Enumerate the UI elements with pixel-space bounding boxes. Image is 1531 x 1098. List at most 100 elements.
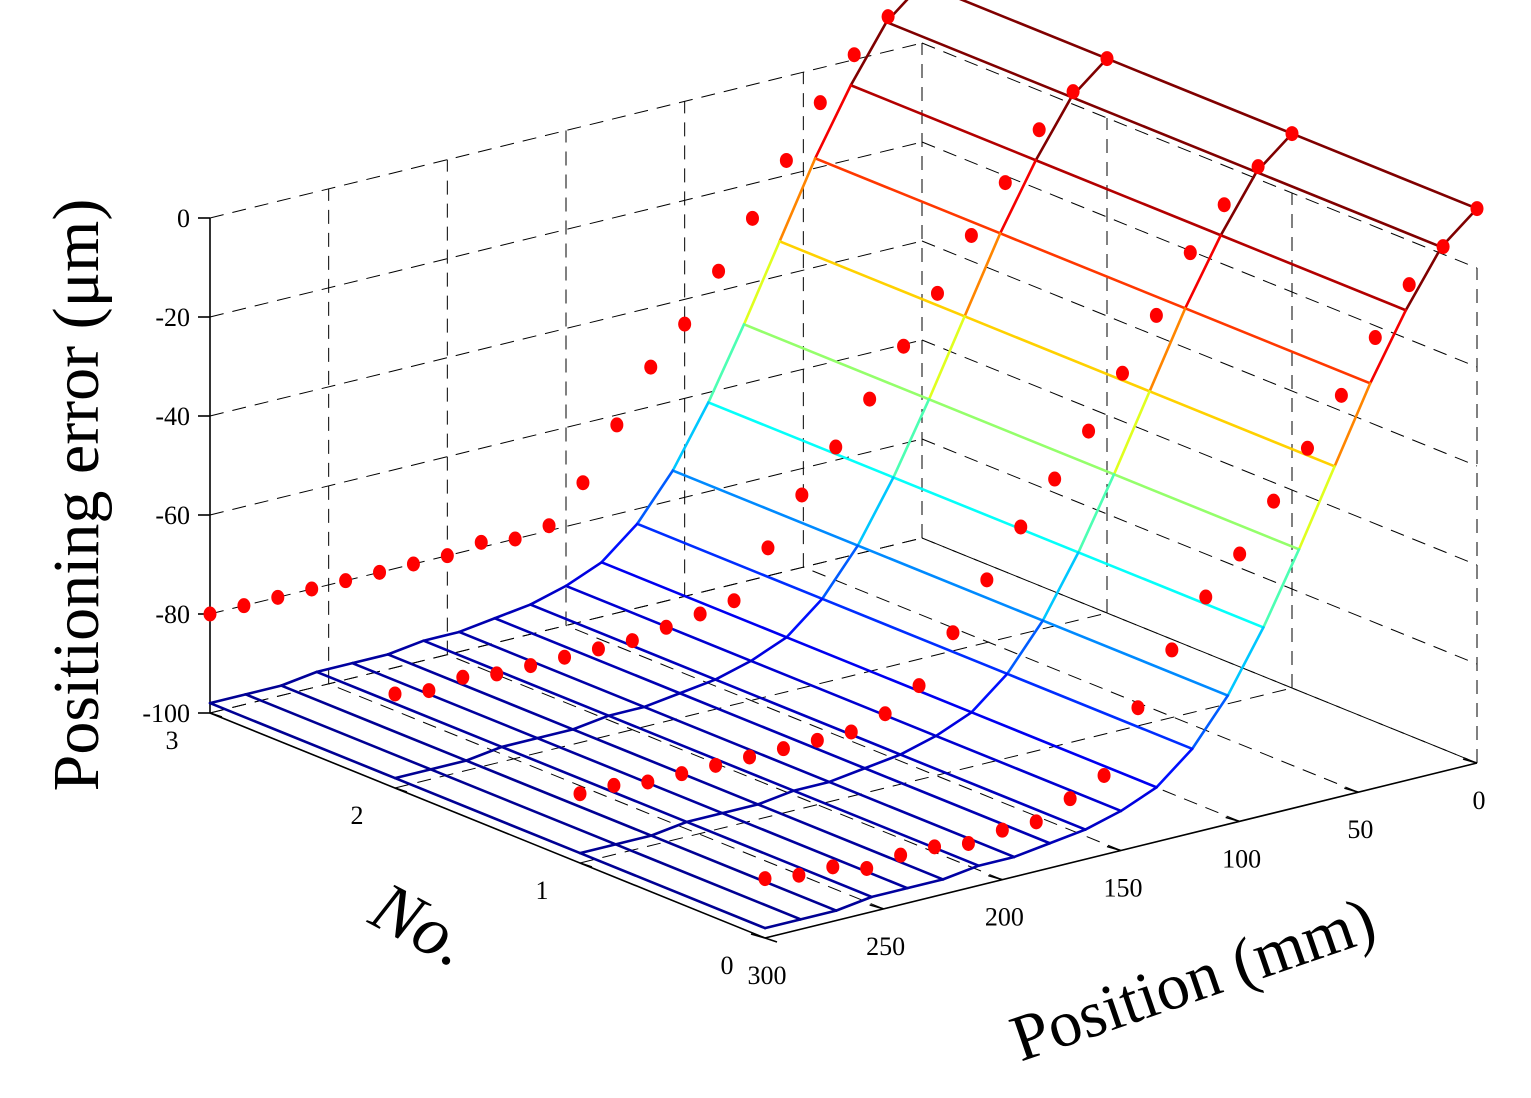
measured-point bbox=[422, 683, 436, 699]
surface-profile-segment bbox=[792, 780, 831, 793]
surface-profile-segment bbox=[614, 834, 653, 846]
surface-profile-segment bbox=[529, 584, 568, 606]
measured-point bbox=[524, 658, 538, 674]
x-tick-label: 200 bbox=[985, 903, 1024, 932]
surface-profile-segment bbox=[1368, 308, 1408, 385]
measured-point bbox=[607, 777, 621, 793]
surface-profile-segment bbox=[742, 240, 781, 326]
gridline-floor-x bbox=[328, 683, 884, 910]
measured-point bbox=[709, 757, 723, 773]
surface-profile-segment bbox=[799, 909, 838, 921]
surface-crossline bbox=[208, 701, 767, 930]
surface-profile-segment bbox=[927, 315, 966, 401]
surface-profile-segment bbox=[500, 736, 539, 749]
measured-point bbox=[860, 860, 874, 876]
measured-point bbox=[1402, 277, 1416, 293]
surface-profile-segment bbox=[870, 886, 909, 899]
surface-profile-segment bbox=[834, 895, 874, 912]
surface-profile-segment bbox=[671, 401, 710, 472]
surface-crossline bbox=[671, 469, 1230, 697]
measured-point bbox=[894, 847, 908, 863]
measured-point bbox=[678, 316, 692, 332]
gridline-floor-y bbox=[209, 537, 923, 714]
y-tick-mark bbox=[764, 937, 778, 943]
measured-point bbox=[844, 724, 858, 740]
surface-profile-segment bbox=[600, 522, 639, 564]
measured-point bbox=[1334, 387, 1348, 403]
surface-profile-segment bbox=[749, 635, 788, 663]
y-tick-label: 1 bbox=[536, 876, 549, 905]
measured-point bbox=[1165, 642, 1179, 658]
x-tick-label: 100 bbox=[1222, 844, 1261, 873]
surface-profile-segment bbox=[778, 157, 817, 243]
measured-point bbox=[625, 633, 639, 649]
gridline-floor-x bbox=[447, 654, 1003, 881]
surface-profile-segment bbox=[1333, 382, 1372, 468]
surface-crossline bbox=[742, 323, 1301, 551]
surface-profile-segment bbox=[536, 728, 575, 740]
measured-point bbox=[542, 518, 556, 534]
measured-point bbox=[795, 487, 809, 503]
surface-crossline bbox=[529, 603, 1087, 831]
gridline-floor-y bbox=[579, 687, 1293, 864]
surface-profile-segment bbox=[934, 710, 973, 738]
surface-profile-segment bbox=[678, 678, 717, 695]
measured-points-layer bbox=[203, 9, 1484, 887]
surface-profile-segment bbox=[963, 232, 1002, 318]
measured-point bbox=[1368, 330, 1382, 346]
surface-crossline bbox=[279, 684, 838, 912]
measured-point bbox=[675, 766, 689, 782]
measured-point bbox=[373, 564, 387, 580]
y-tick-mark bbox=[579, 862, 593, 868]
surface-profile-segment bbox=[315, 661, 354, 674]
surface-profile-segment bbox=[1219, 170, 1258, 237]
measured-point bbox=[644, 359, 658, 375]
surface-profile-segment bbox=[279, 670, 319, 687]
measured-point bbox=[610, 417, 624, 433]
measured-point bbox=[1300, 440, 1314, 456]
surface-profile-segment bbox=[422, 630, 461, 643]
measured-point bbox=[1285, 126, 1299, 142]
surface-profile-segment bbox=[827, 766, 867, 784]
measured-point bbox=[792, 867, 806, 883]
surface-profile-segment bbox=[714, 659, 753, 681]
x-tick-mark bbox=[750, 933, 766, 939]
measured-point bbox=[591, 641, 605, 657]
tick-labels-layer: 0 -20 -40 -60 -80 -100 0 50 100 150 200 250 300 0 1 2 3 bbox=[142, 204, 1485, 990]
surface-profile-segment bbox=[1226, 626, 1265, 697]
surface-profile-segment bbox=[1084, 809, 1123, 831]
z-tick-label: -80 bbox=[155, 600, 190, 629]
surface-crossline bbox=[813, 157, 1372, 385]
surface-profile-segment bbox=[763, 918, 802, 930]
measured-point bbox=[998, 175, 1012, 191]
measured-point bbox=[1032, 122, 1046, 138]
measured-point bbox=[758, 871, 772, 887]
surface-profile-segment bbox=[1440, 207, 1479, 249]
x-tick-mark bbox=[1462, 758, 1478, 764]
surface-profile-segment bbox=[642, 691, 682, 709]
surface-layer bbox=[208, 0, 1479, 930]
measured-point bbox=[761, 540, 775, 556]
x-axis-title: Position (mm) bbox=[1002, 883, 1385, 1076]
x-tick-mark bbox=[1225, 816, 1240, 823]
x-tick-mark bbox=[988, 874, 1003, 881]
measured-point bbox=[1436, 239, 1450, 255]
surface-profile-segment bbox=[820, 544, 860, 601]
z-tick-label: -100 bbox=[142, 699, 190, 728]
measured-point bbox=[693, 606, 707, 622]
x-tick-label: 300 bbox=[748, 961, 787, 990]
surface-profile-segment bbox=[899, 734, 938, 756]
surface-profile-segment bbox=[1012, 841, 1052, 859]
surface-profile-segment bbox=[564, 560, 603, 588]
measured-point bbox=[456, 669, 470, 685]
surface-profile-segment bbox=[849, 20, 888, 87]
measured-point bbox=[745, 210, 759, 226]
measured-point bbox=[847, 47, 861, 63]
gridline-floor-x bbox=[803, 566, 1359, 793]
gridline-floor-y bbox=[394, 612, 1108, 789]
measured-point bbox=[1233, 546, 1247, 562]
measured-point bbox=[490, 666, 504, 682]
surface-profile-segment bbox=[892, 398, 931, 479]
surface-profile-segment bbox=[1034, 95, 1073, 162]
surface-profile-segment bbox=[721, 803, 760, 815]
